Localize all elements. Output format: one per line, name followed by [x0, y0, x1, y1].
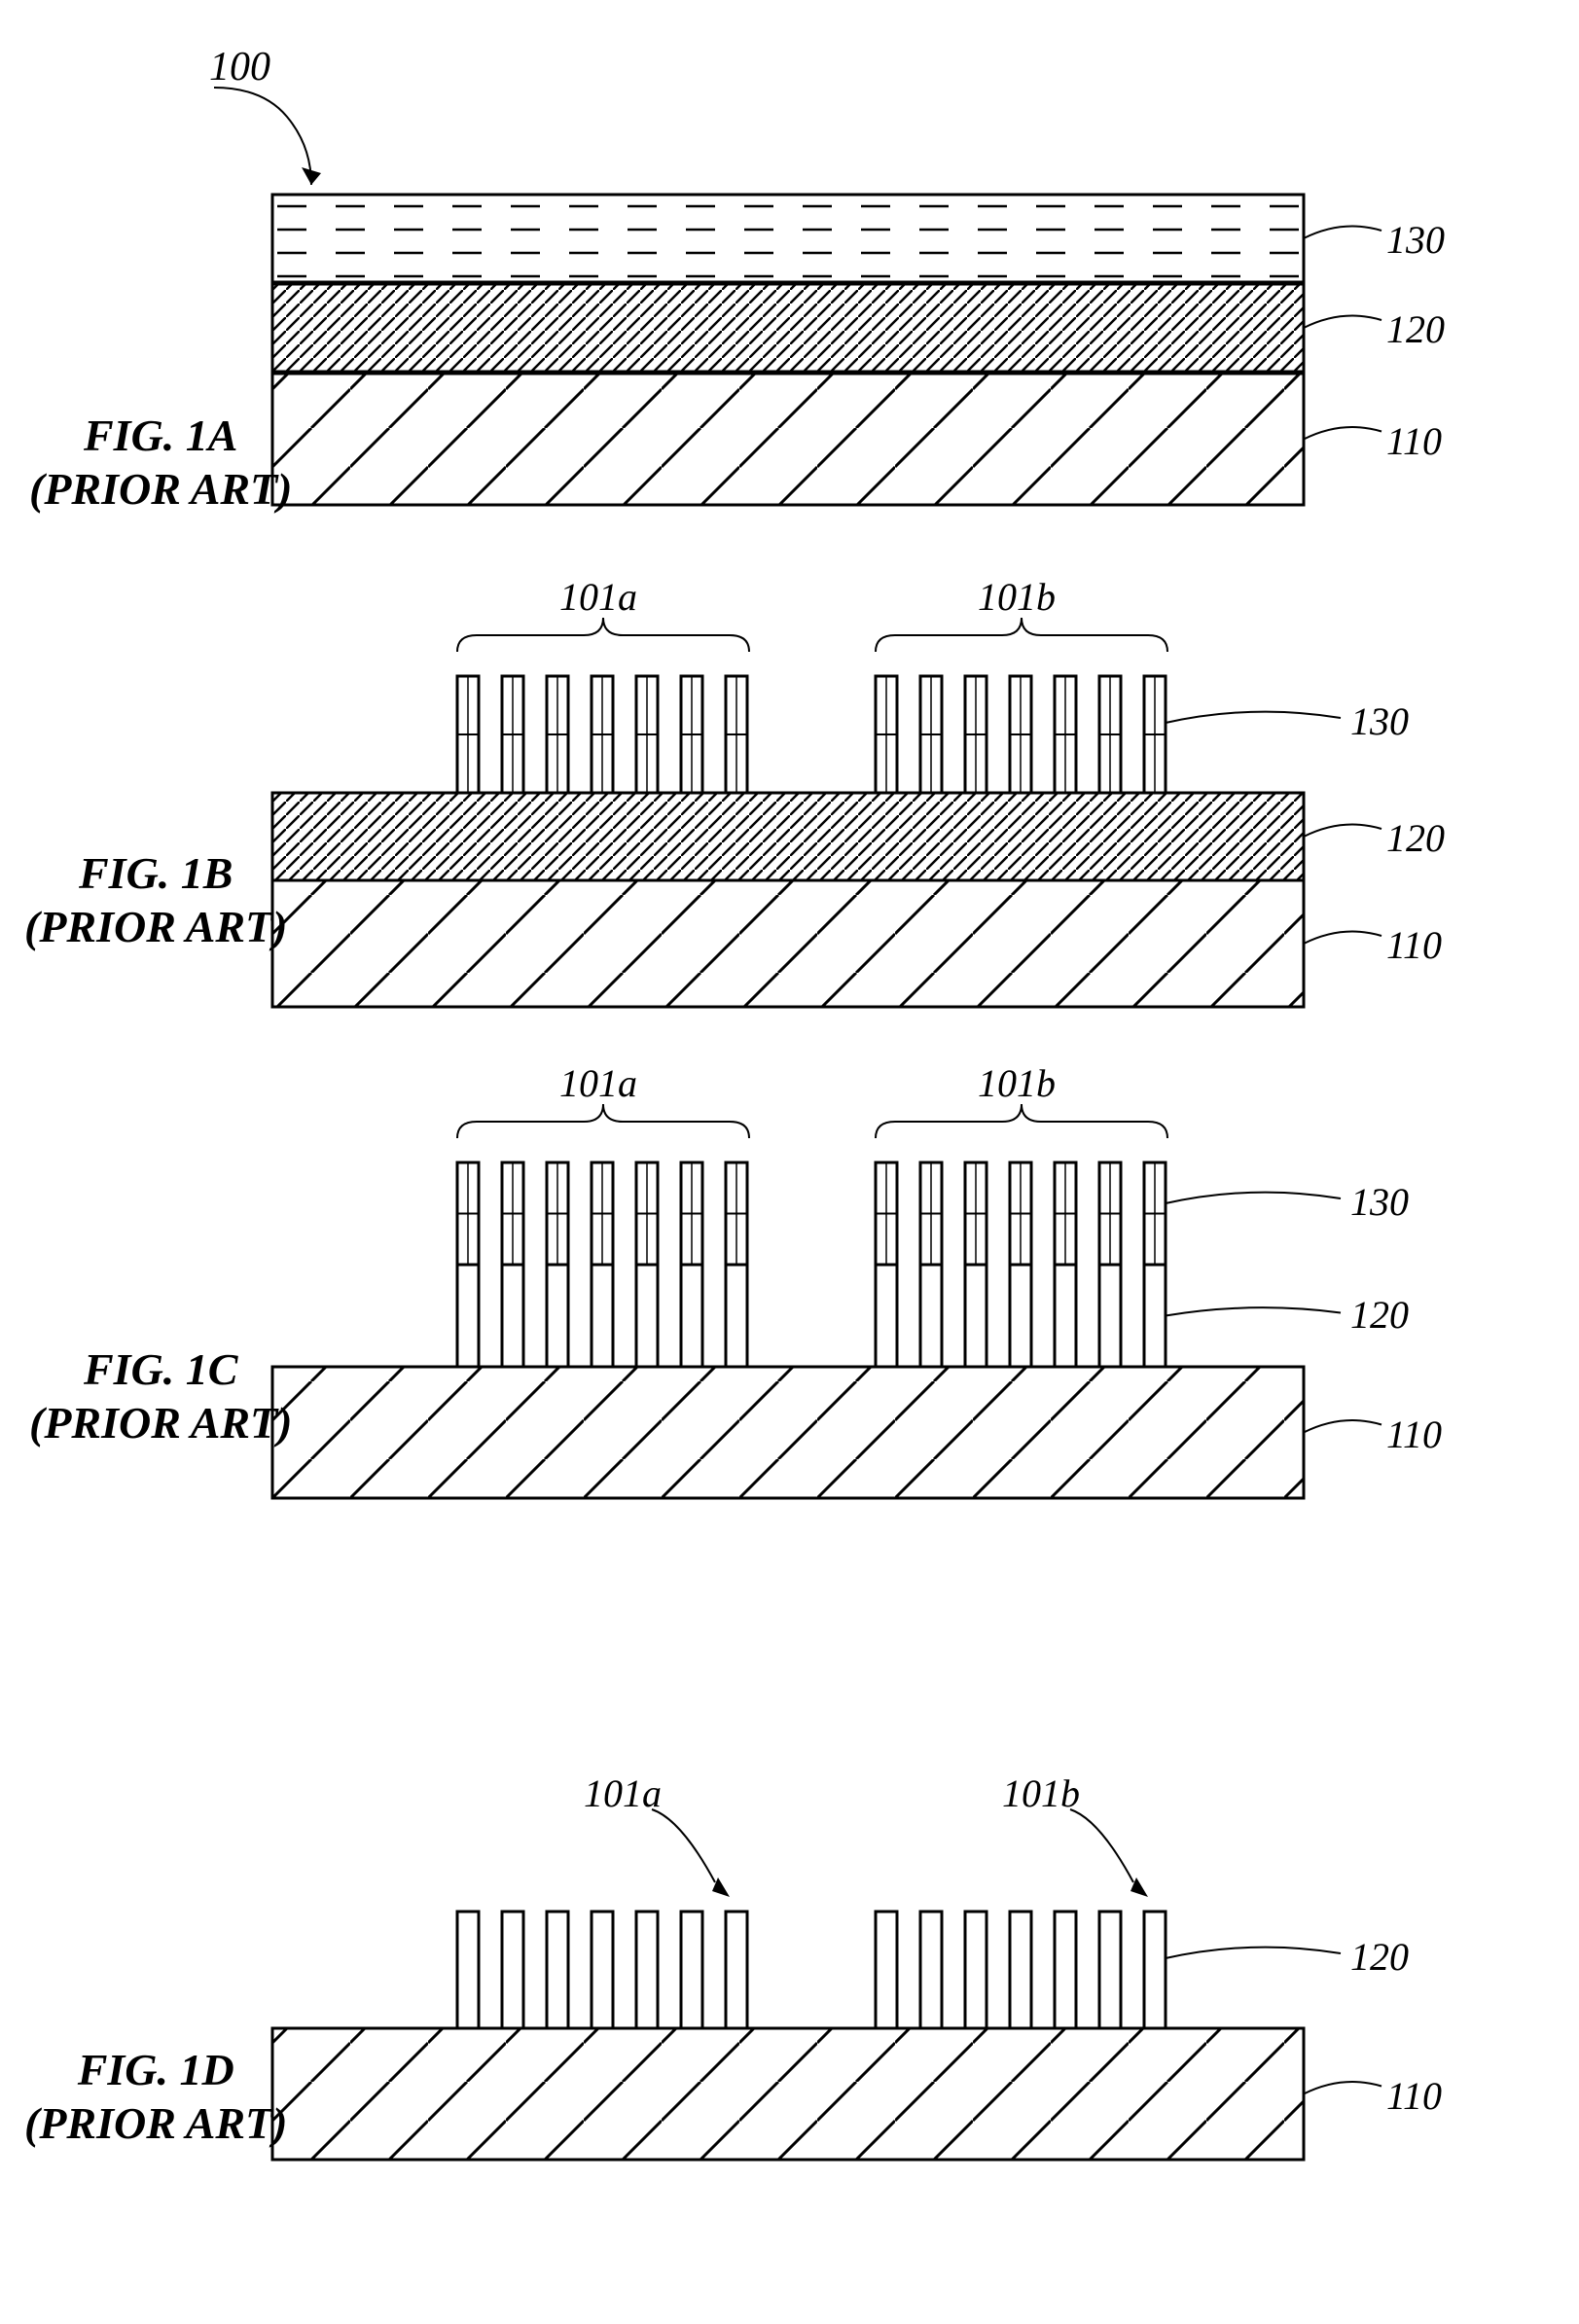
figure-1C — [272, 1070, 1498, 1518]
fig-title: FIG. 1D — [24, 2043, 287, 2096]
fig-subtitle: (PRIOR ART) — [24, 900, 287, 953]
fig-subtitle: (PRIOR ART) — [29, 1396, 292, 1449]
fig-title: FIG. 1C — [29, 1342, 292, 1396]
figure-1D — [272, 1770, 1498, 2189]
figure-label-1B: FIG. 1B(PRIOR ART) — [24, 846, 287, 953]
fig-title: FIG. 1B — [24, 846, 287, 900]
figure-label-1C: FIG. 1C(PRIOR ART) — [29, 1342, 292, 1449]
fig-subtitle: (PRIOR ART) — [29, 462, 292, 516]
fig-title: FIG. 1A — [29, 409, 292, 462]
fig-subtitle: (PRIOR ART) — [24, 2096, 287, 2150]
ref-100: 100 — [209, 44, 270, 90]
figure-label-1A: FIG. 1A(PRIOR ART) — [29, 409, 292, 516]
figure-1A — [272, 195, 1498, 516]
figure-1B — [272, 584, 1498, 1002]
figure-label-1D: FIG. 1D(PRIOR ART) — [24, 2043, 287, 2150]
